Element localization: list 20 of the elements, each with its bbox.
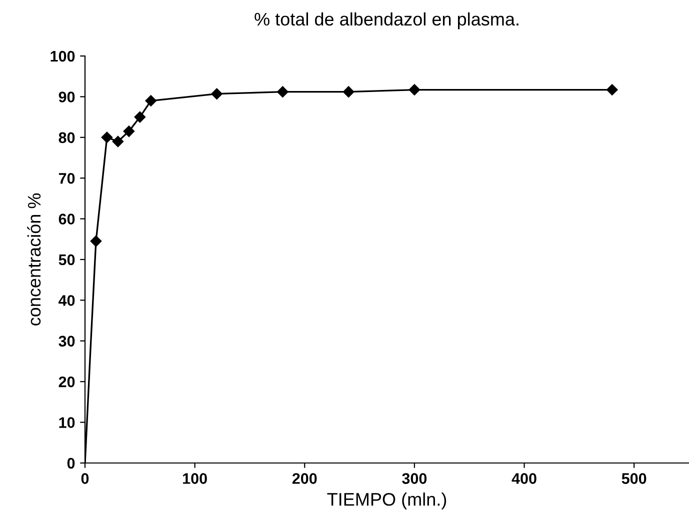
y-tick-label: 70 (58, 172, 75, 184)
y-tick-label: 30 (58, 336, 75, 347)
x-tick-label: 500 (622, 473, 646, 484)
y-tick-label: 10 (59, 417, 75, 428)
x-tick-label: 400 (512, 473, 536, 484)
y-tick-label: 60 (58, 214, 75, 224)
y-axis-title: concentración % (27, 193, 41, 326)
x-tick-label: 200 (292, 473, 317, 484)
y-tick-label: 90 (58, 92, 75, 102)
x-tick-label: 0 (81, 473, 89, 484)
y-tick-label: 100 (50, 50, 75, 62)
x-axis-title: TIEMPO (mln.) (327, 492, 446, 510)
y-tick-label: 50 (58, 254, 75, 266)
y-tick-label: 40 (58, 295, 75, 306)
x-tick-label: 100 (183, 473, 207, 484)
y-tick-label: 80 (58, 132, 75, 144)
y-tick-label: 20 (58, 376, 75, 388)
chart-title: % total de albendazol en plasma. (254, 12, 518, 30)
x-tick-label: 300 (402, 473, 427, 484)
y-tick-label: 0 (67, 458, 75, 469)
